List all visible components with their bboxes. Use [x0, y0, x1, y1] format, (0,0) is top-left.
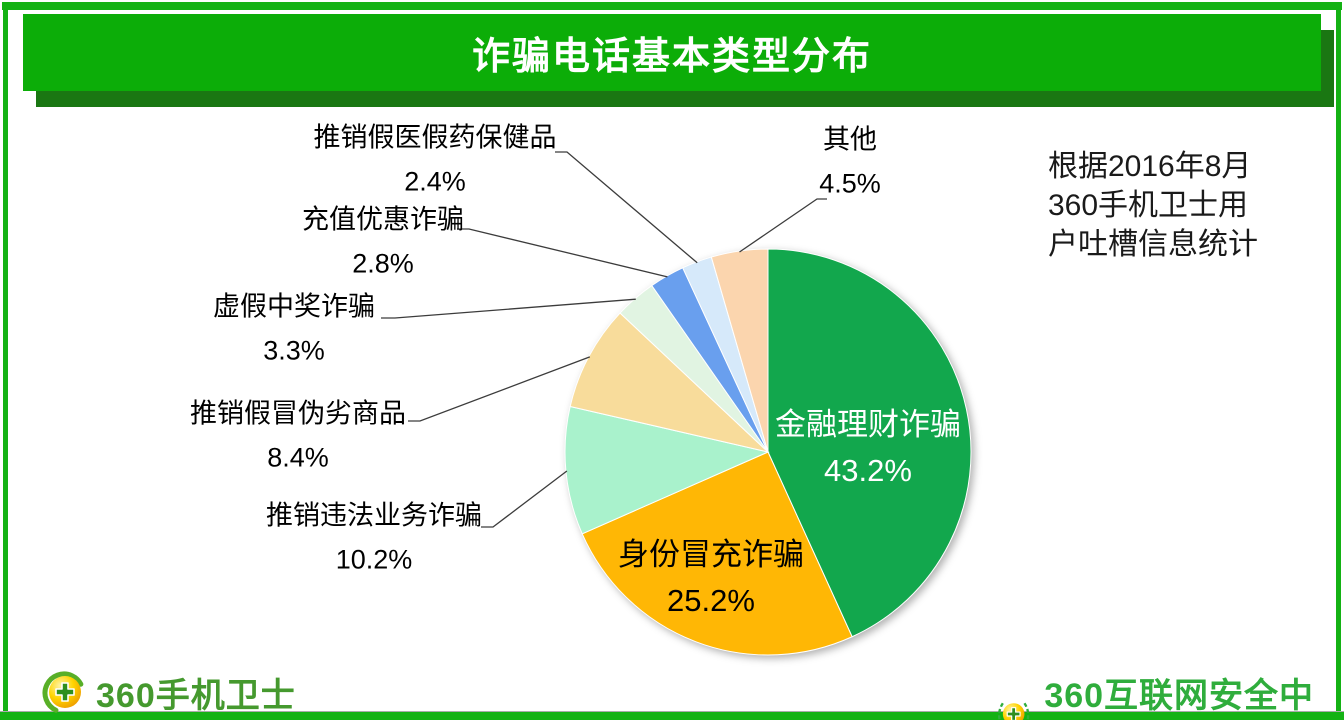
pie-slice-金融理财诈骗 [767, 248, 972, 638]
360-internet-security-center-logo-icon [997, 702, 1030, 720]
footer-brand-left-label: 360手机卫士 [96, 677, 296, 715]
source-note-line: 360手机卫士用 [1048, 189, 1249, 222]
page-title: 诈骗电话基本类型分布 [471, 36, 872, 78]
source-note-line: 根据2016年8月 [1048, 150, 1252, 183]
pie-slice-其他 [710, 248, 769, 453]
frame-right-bar [1336, 10, 1341, 711]
pie-slice-推销假冒伪劣商品 [569, 312, 770, 453]
leader-line [481, 470, 568, 528]
frame-bottom-bar [0, 711, 1344, 720]
leader-line [381, 298, 636, 319]
source-note: 根据2016年8月 360手机卫士用 户吐槽信息统计 [1048, 147, 1308, 264]
leader-line [739, 198, 827, 253]
leader-line [555, 151, 698, 264]
frame-left-bar [3, 10, 8, 711]
footer-brand-left: 360手机卫士 [42, 668, 296, 717]
360-mobile-guard-logo-icon [42, 671, 86, 714]
title-banner: 诈骗电话基本类型分布 [23, 14, 1321, 91]
pie-slice-身份冒充诈骗 [581, 451, 853, 656]
leader-line [457, 228, 668, 278]
footer-brand-right-label: 360互联网安全中心 [1044, 677, 1315, 715]
footer-brand-right: 360互联网安全中心 [993, 668, 1344, 720]
source-note-line: 户吐槽信息统计 [1048, 228, 1258, 261]
frame-top-bar [2, 2, 1342, 10]
leader-line [408, 356, 591, 422]
